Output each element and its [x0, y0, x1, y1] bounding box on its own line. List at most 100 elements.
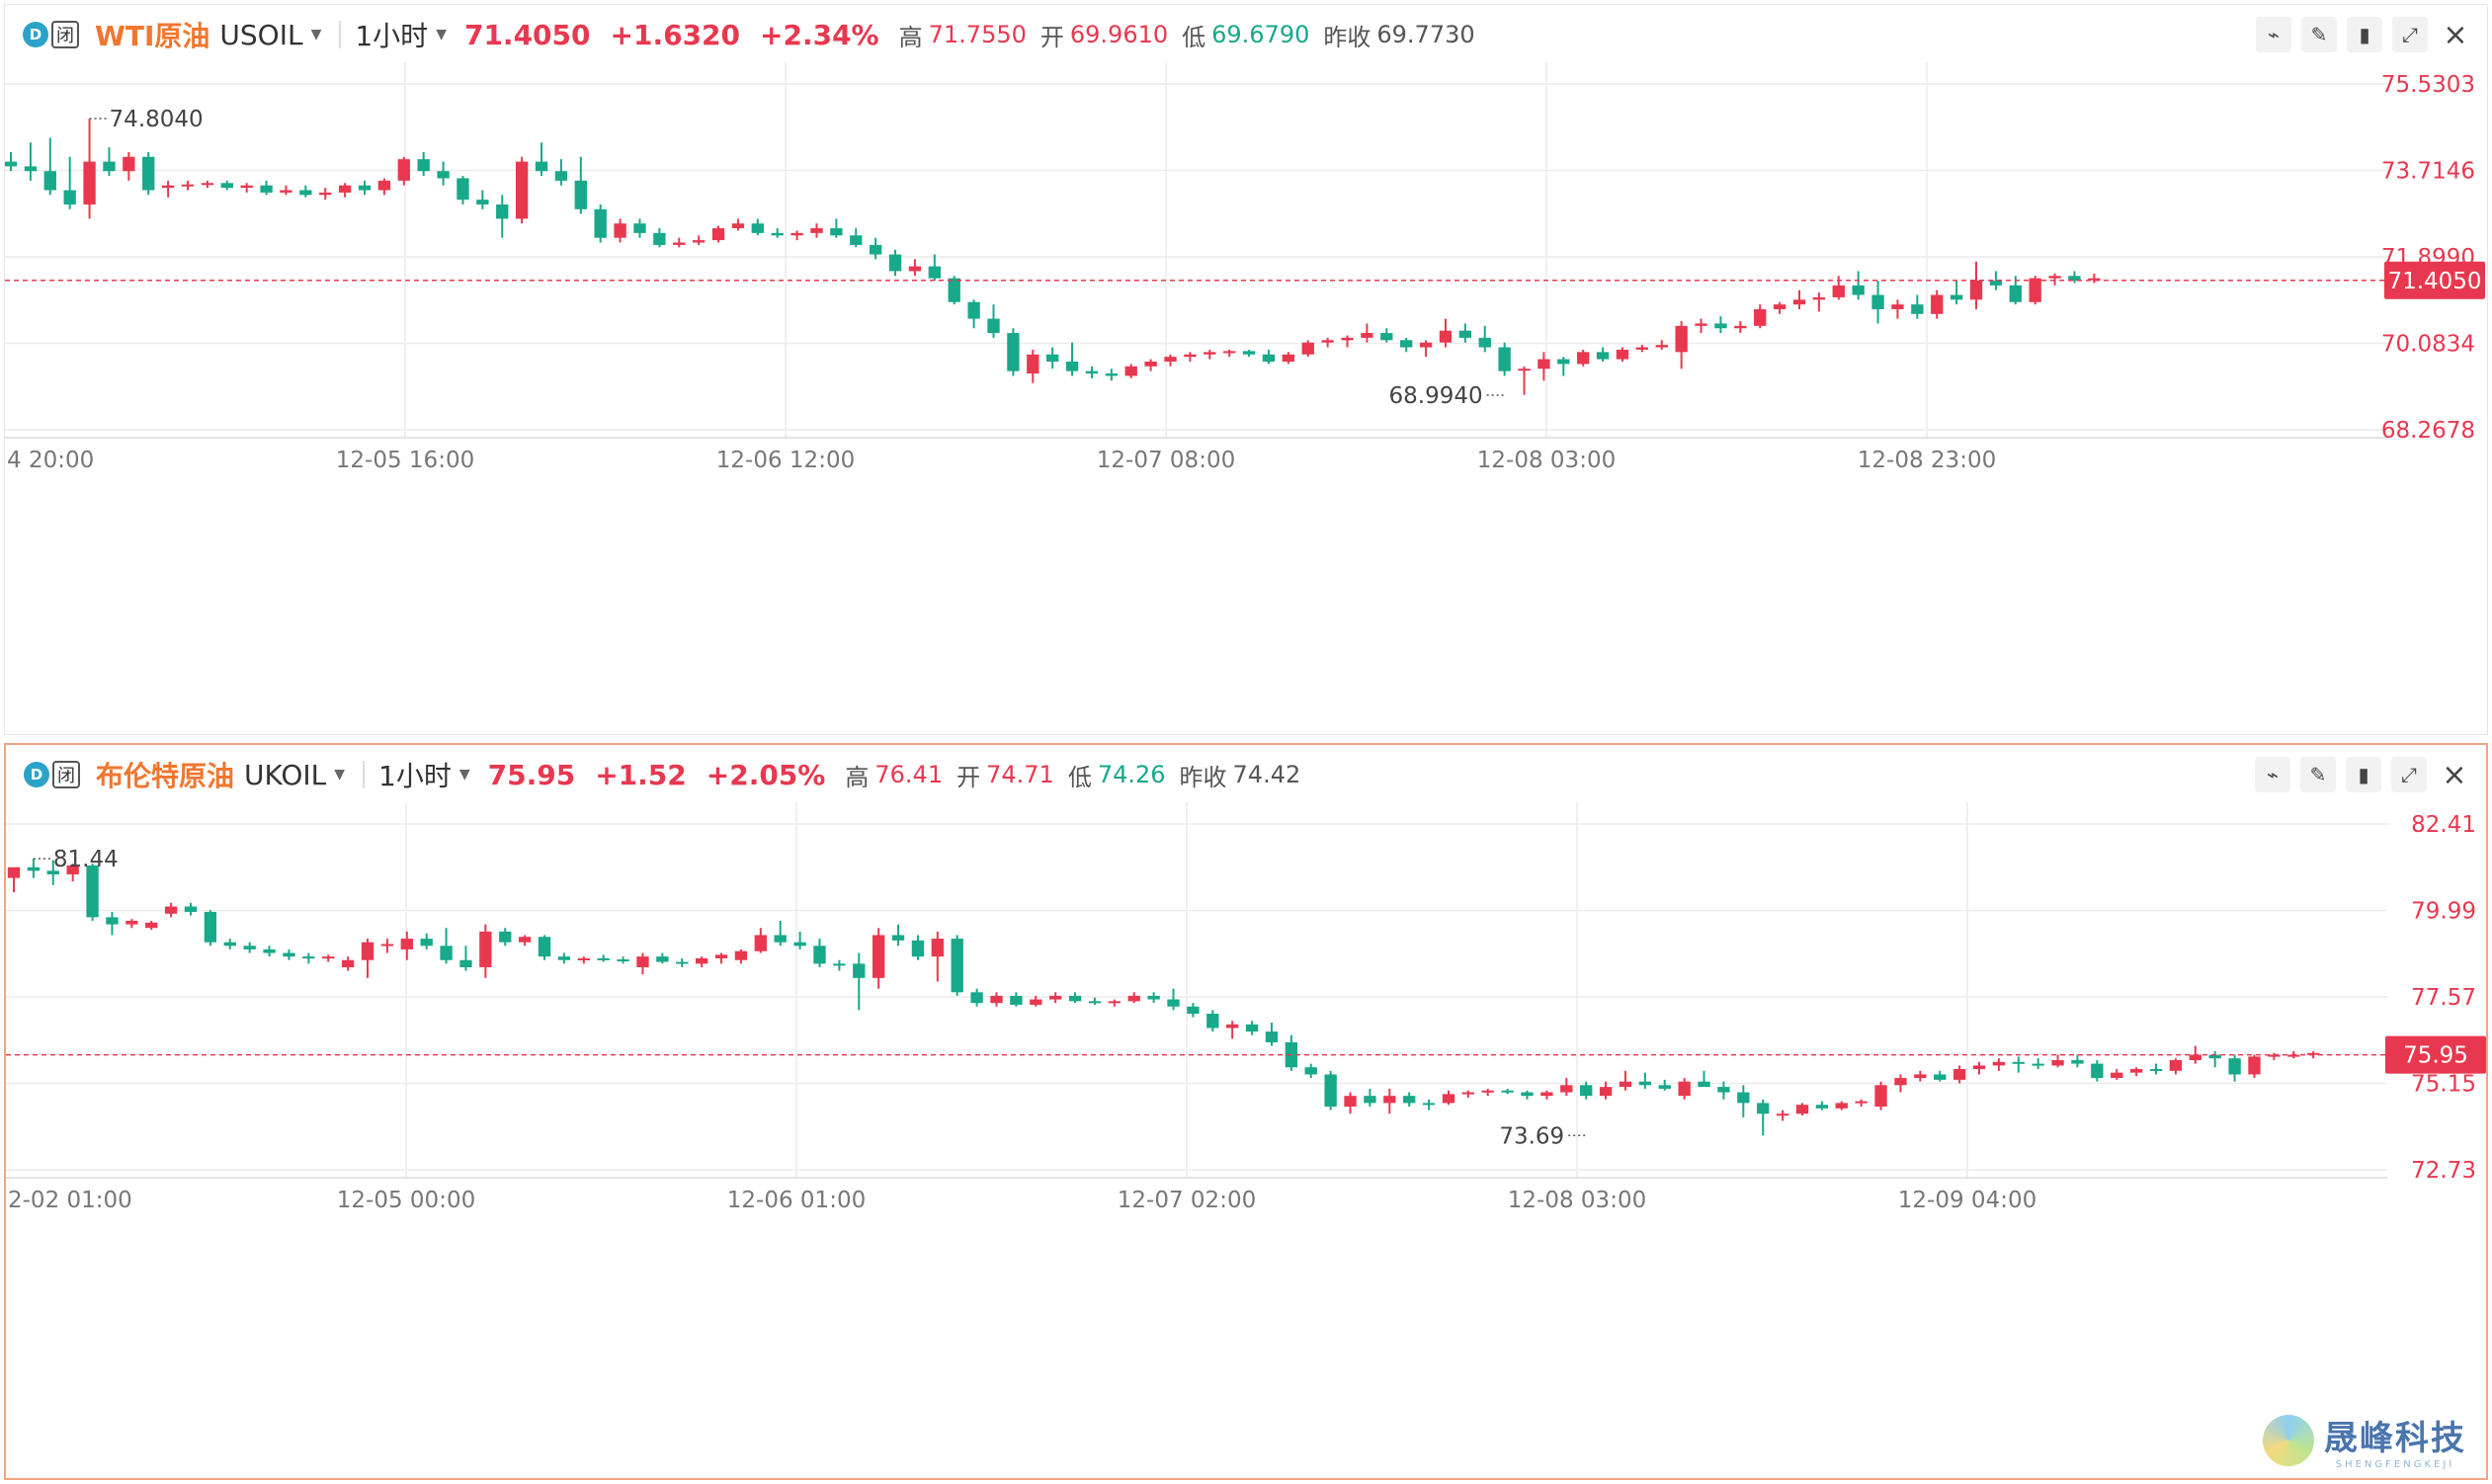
divider [339, 21, 342, 48]
candle-body [554, 171, 568, 181]
instrument-name[interactable]: WTI原油 [95, 20, 210, 52]
candle-body [1934, 1074, 1947, 1080]
instrument-dropdown-icon[interactable]: ▼ [310, 27, 322, 42]
candle-body [2032, 1063, 2044, 1066]
candle-body [2051, 1059, 2064, 1066]
candle-body [1442, 1094, 1455, 1104]
candle-body [1835, 1103, 1848, 1109]
candle-body [853, 963, 866, 978]
candle-body [1124, 366, 1137, 376]
candle-body [1184, 354, 1197, 358]
line-chart-icon[interactable]: ⌁ [2256, 17, 2291, 52]
candle-body [106, 917, 119, 925]
candle-body [1560, 1085, 1573, 1093]
draw-icon[interactable]: ✎ [2300, 757, 2336, 792]
candle-body [1242, 351, 1256, 355]
x-tick-label: 2-02 01:00 [8, 1188, 132, 1213]
expand-icon[interactable]: ⤢ [2392, 17, 2428, 52]
instrument-code[interactable]: UKOIL [244, 758, 327, 791]
candle-body [888, 254, 902, 272]
candle-body [322, 956, 335, 959]
candle-body [830, 228, 843, 236]
candle-body [299, 190, 312, 196]
expand-icon[interactable]: ⤢ [2391, 757, 2427, 792]
candle-body [2149, 1069, 2163, 1072]
last-price: 75.95 [487, 758, 576, 791]
close-icon[interactable]: × [2442, 757, 2467, 792]
candle-body [1714, 323, 1727, 329]
candle-body [1105, 373, 1119, 376]
candle-body [1795, 1105, 1809, 1114]
prev-close-label: 昨收 [1179, 763, 1227, 791]
draw-icon[interactable]: ✎ [2301, 17, 2337, 52]
interval-select[interactable]: 1小时 [355, 20, 429, 52]
candle-body [557, 956, 571, 960]
close-icon[interactable]: × [2443, 17, 2468, 52]
candle-body [970, 992, 983, 1004]
candle-body [184, 906, 198, 912]
y-tick-label: 77.57 [2411, 985, 2476, 1011]
watermark-en: SHENGFENGKEJI [2335, 1459, 2455, 1470]
candle-body [951, 939, 963, 993]
candle-body [2068, 276, 2081, 282]
candle-body [1127, 995, 1140, 1002]
candle-body [1812, 296, 1826, 300]
candle-body [1187, 1006, 1200, 1014]
open-label: 开 [1039, 23, 1064, 51]
candle-body [908, 266, 922, 272]
candle-body [220, 183, 233, 189]
candle-body [1952, 1069, 1966, 1080]
candle-body [810, 228, 823, 233]
current-price-label: 71.4050 [2387, 269, 2481, 294]
y-tick-label: 68.2678 [2381, 418, 2475, 444]
candle-body [535, 161, 548, 172]
candle-body [1458, 330, 1472, 338]
candle-body [260, 185, 273, 193]
interval-dropdown-icon[interactable]: ▼ [436, 27, 447, 42]
candle-body [7, 866, 21, 878]
annotation-label: 81.44 [53, 847, 119, 872]
x-tick-label: 12-07 08:00 [1097, 448, 1235, 473]
line-chart-icon[interactable]: ⌁ [2255, 757, 2290, 792]
candle-body [911, 940, 925, 957]
candle-body [24, 166, 38, 172]
candle-body [1616, 349, 1629, 360]
candle-body [1832, 285, 1845, 297]
panel-toolbar: ⌁ ✎ ▮ ⤢ × [2245, 757, 2472, 792]
instrument-code[interactable]: USOIL [219, 18, 303, 51]
candle-body [771, 232, 784, 236]
candle-body [754, 935, 767, 951]
candle-body [280, 190, 292, 193]
low-value: 69.6790 [1211, 21, 1310, 48]
candle-body [731, 223, 745, 229]
candle-body [496, 204, 509, 219]
y-tick-label: 70.0834 [2381, 332, 2475, 358]
candle-body [1027, 354, 1039, 374]
candle-body [1557, 359, 1570, 365]
interval-dropdown-icon[interactable]: ▼ [458, 767, 470, 783]
candle-body [515, 161, 529, 219]
watermark-text: 晟峰科技 SHENGFENGKEJI [2324, 1411, 2466, 1470]
candle-body [2009, 285, 2022, 302]
candle-body [63, 190, 76, 205]
candle-body [577, 957, 590, 960]
candle-body [2012, 1061, 2025, 1064]
candle-body [1655, 345, 1668, 348]
interval-select[interactable]: 1小时 [378, 760, 452, 792]
candle-icon[interactable]: ▮ [2347, 17, 2382, 52]
wti-chart-panel: D 闭 WTI原油 USOIL ▼ 1小时 ▼ 71.4050 +1.6320 … [4, 4, 2488, 735]
candle-body [1321, 340, 1334, 343]
candle-body [1521, 1092, 1534, 1097]
brent-candlestick-chart[interactable]: 82.41 79.99 77.57 75.15 72.73 2-02 01:00 12-05… [6, 802, 2486, 1478]
candle-body [1498, 347, 1511, 371]
candle-body [437, 171, 450, 179]
market-closed-label: 闭 [52, 761, 80, 788]
candle-icon[interactable]: ▮ [2346, 757, 2381, 792]
instrument-dropdown-icon[interactable]: ▼ [334, 767, 346, 783]
candle-body [123, 156, 135, 172]
candle-body [43, 171, 56, 191]
low-label: 低 [1067, 763, 1092, 791]
instrument-name[interactable]: 布伦特原油 [96, 760, 235, 792]
y-tick-label: 75.15 [2411, 1072, 2476, 1098]
